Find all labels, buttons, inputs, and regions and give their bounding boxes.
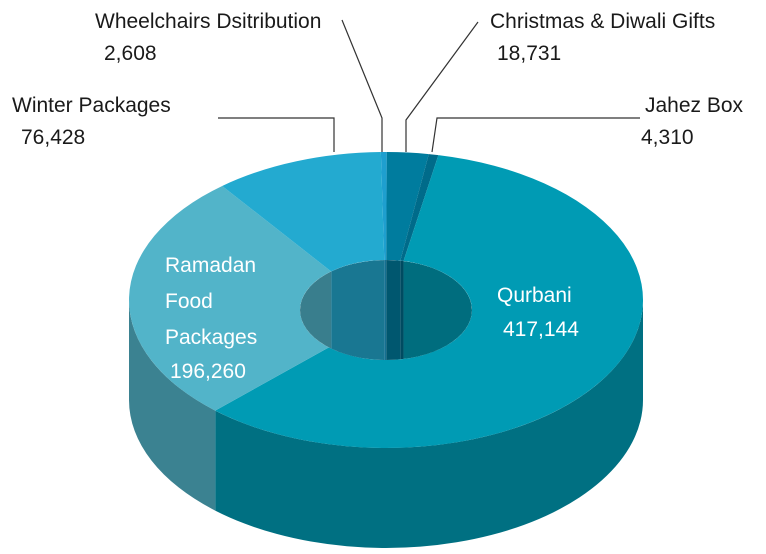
slice-inner-wall bbox=[400, 260, 404, 360]
slice-inner-wall bbox=[331, 260, 385, 360]
data-label: Jahez Box bbox=[645, 94, 744, 117]
slice-inner-wall bbox=[384, 260, 387, 360]
slice bbox=[222, 152, 385, 272]
data-label: Wheelchairs Dsitribution bbox=[95, 10, 322, 33]
data-label: 4,310 bbox=[641, 126, 694, 149]
slice bbox=[386, 152, 429, 261]
slice bbox=[129, 185, 332, 411]
leader-line bbox=[218, 117, 335, 152]
data-label: Ramadan Food Packages bbox=[165, 254, 258, 349]
leader-line bbox=[405, 21, 479, 152]
slice-inner-wall bbox=[386, 260, 401, 360]
data-label: Winter Packages bbox=[12, 94, 171, 117]
leader-line bbox=[341, 19, 383, 152]
data-label: 76,428 bbox=[21, 126, 86, 149]
slice-side bbox=[215, 300, 643, 548]
slice bbox=[215, 155, 644, 449]
data-label: Christmas & Diwali Gifts bbox=[490, 10, 716, 33]
slice-side bbox=[129, 300, 216, 511]
slice bbox=[400, 154, 439, 262]
data-label: 196,260 bbox=[170, 360, 246, 383]
data-label: Qurbani bbox=[497, 284, 572, 307]
data-label: 18,731 bbox=[497, 42, 562, 65]
slice-inner-wall bbox=[403, 261, 472, 360]
data-label: 2,608 bbox=[104, 42, 157, 65]
leader-line bbox=[431, 117, 640, 153]
slice bbox=[380, 151, 387, 261]
data-label: 417,144 bbox=[503, 318, 579, 341]
